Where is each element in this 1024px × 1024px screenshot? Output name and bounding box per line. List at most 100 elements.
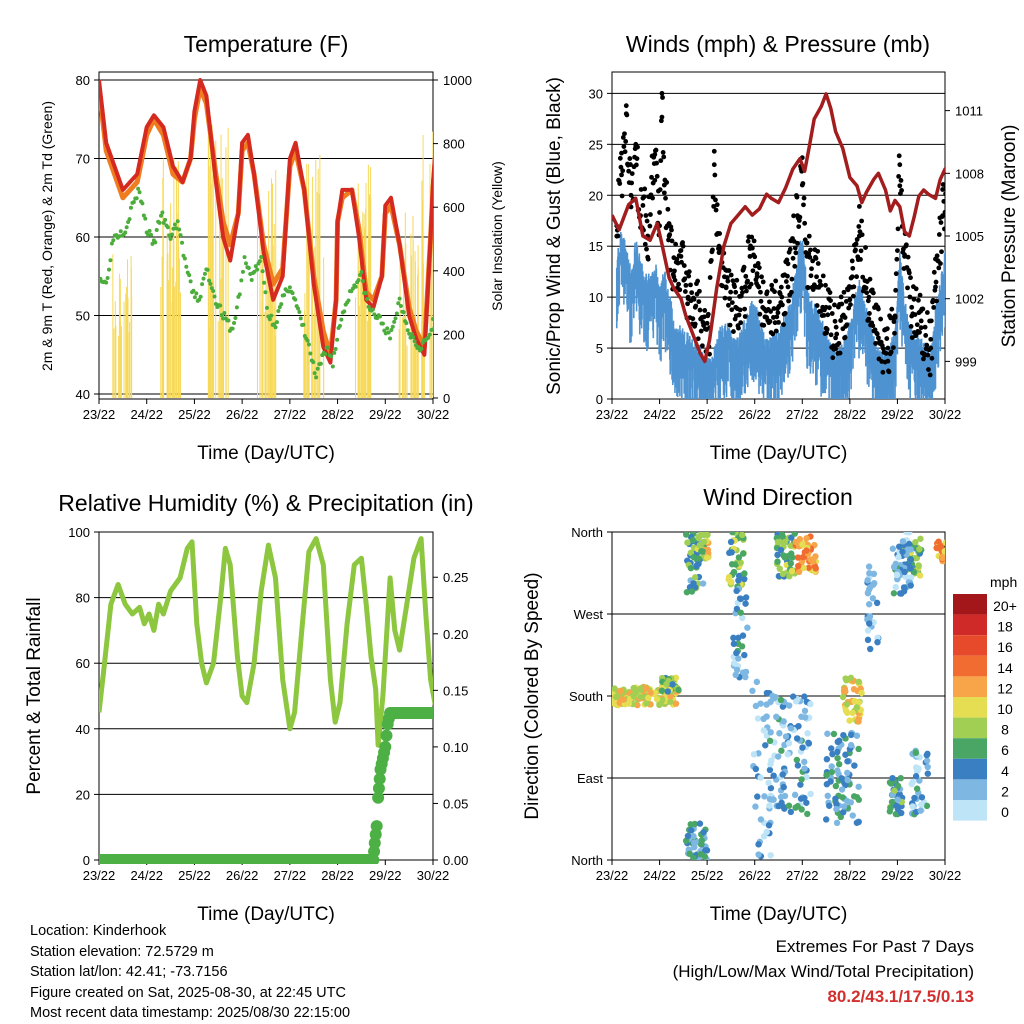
dewpoint-point bbox=[394, 311, 399, 316]
gust-point bbox=[838, 294, 844, 300]
direction-point bbox=[742, 594, 750, 601]
dewpoint-point bbox=[255, 267, 260, 272]
gust-point bbox=[924, 310, 930, 315]
direction-point bbox=[906, 540, 913, 548]
direction-point bbox=[794, 762, 802, 769]
direction-point bbox=[901, 585, 908, 592]
x-tick-label: 23/22 bbox=[596, 868, 629, 883]
x-axis-label: Time (Day/UTC) bbox=[710, 443, 848, 464]
direction-point bbox=[741, 651, 748, 659]
solar-series bbox=[112, 124, 433, 398]
x-tick-label: 26/22 bbox=[738, 868, 771, 883]
gust-point bbox=[652, 152, 658, 157]
gust-point bbox=[858, 248, 864, 254]
gust-point bbox=[893, 271, 899, 277]
direction-point bbox=[617, 687, 624, 695]
direction-point bbox=[664, 688, 672, 695]
gust-point bbox=[880, 369, 886, 375]
x-tick-label: 23/22 bbox=[83, 868, 116, 883]
gust-point bbox=[867, 276, 873, 282]
dewpoint-point bbox=[232, 320, 237, 325]
direction-point bbox=[916, 777, 923, 784]
direction-point bbox=[917, 807, 924, 814]
direction-point bbox=[901, 568, 908, 576]
rain-point bbox=[370, 820, 383, 833]
direction-point bbox=[684, 539, 691, 546]
gust-point bbox=[767, 299, 772, 305]
gust-point bbox=[793, 250, 799, 256]
x-tick-label: 30/22 bbox=[929, 868, 962, 883]
dewpoint-point bbox=[175, 219, 180, 224]
rain-point bbox=[372, 782, 385, 795]
y2-tick-label: 1008 bbox=[955, 166, 984, 181]
direction-point bbox=[864, 577, 871, 584]
direction-point bbox=[787, 808, 795, 816]
gust-point bbox=[924, 342, 930, 348]
direction-point bbox=[894, 796, 901, 803]
gust-point bbox=[743, 273, 749, 279]
direction-point bbox=[843, 700, 851, 708]
plot-area bbox=[99, 536, 433, 864]
direction-point bbox=[917, 535, 924, 542]
gust-point bbox=[878, 316, 884, 322]
gust-point bbox=[626, 168, 632, 174]
direction-point bbox=[834, 748, 841, 756]
gust-point bbox=[856, 233, 862, 239]
dewpoint-point bbox=[218, 303, 223, 308]
direction-point bbox=[683, 588, 691, 596]
direction-point bbox=[688, 588, 696, 595]
direction-point bbox=[840, 803, 848, 810]
direction-point bbox=[774, 551, 781, 559]
direction-point bbox=[838, 775, 845, 782]
gust-point bbox=[854, 274, 860, 280]
dewpoint-point bbox=[153, 240, 158, 245]
dewpoint-point bbox=[107, 267, 112, 272]
x-tick-label: 28/22 bbox=[834, 407, 867, 422]
direction-point bbox=[700, 828, 707, 836]
gust-point bbox=[928, 336, 934, 342]
gust-point bbox=[893, 287, 899, 293]
direction-point bbox=[767, 729, 774, 736]
direction-point bbox=[912, 749, 920, 757]
gust-point bbox=[713, 197, 718, 203]
gust-point bbox=[661, 190, 667, 196]
direction-point bbox=[730, 568, 738, 576]
dewpoint-point bbox=[157, 220, 162, 225]
direction-point bbox=[801, 794, 808, 802]
dewpoint-point bbox=[318, 361, 323, 366]
dewpoint-point bbox=[339, 317, 344, 322]
gust-point bbox=[756, 265, 762, 271]
gust-point bbox=[689, 290, 695, 296]
direction-point bbox=[760, 727, 768, 734]
gust-point bbox=[773, 278, 779, 284]
extremes-values: 80.2/43.1/17.5/0.13 bbox=[827, 987, 974, 1006]
direction-point bbox=[807, 790, 814, 798]
gust-point bbox=[794, 194, 800, 200]
direction-point bbox=[939, 554, 945, 562]
direction-point bbox=[683, 532, 690, 538]
dewpoint-point bbox=[287, 285, 292, 290]
direction-point bbox=[765, 779, 772, 787]
direction-point bbox=[850, 685, 858, 693]
gust-point bbox=[738, 320, 744, 326]
direction-point bbox=[858, 689, 865, 697]
gust-point bbox=[627, 156, 633, 161]
dewpoint-point bbox=[201, 276, 206, 281]
gust-point bbox=[696, 299, 702, 305]
y-tick-label: 25 bbox=[589, 137, 603, 152]
legend-swatch bbox=[953, 676, 987, 697]
direction-point bbox=[690, 832, 697, 840]
direction-point bbox=[727, 538, 735, 546]
legend-swatch bbox=[953, 800, 987, 821]
gust-point bbox=[622, 149, 628, 155]
dewpoint-point bbox=[312, 371, 317, 376]
legend-swatch bbox=[953, 655, 987, 677]
direction-point bbox=[913, 785, 921, 792]
direction-point bbox=[737, 595, 745, 603]
gust-point bbox=[914, 322, 920, 328]
gust-point bbox=[697, 307, 703, 313]
dewpoint-point bbox=[207, 278, 212, 283]
direction-point bbox=[766, 802, 773, 809]
dewpoint-point bbox=[253, 264, 258, 269]
dewpoint-point bbox=[222, 311, 227, 316]
